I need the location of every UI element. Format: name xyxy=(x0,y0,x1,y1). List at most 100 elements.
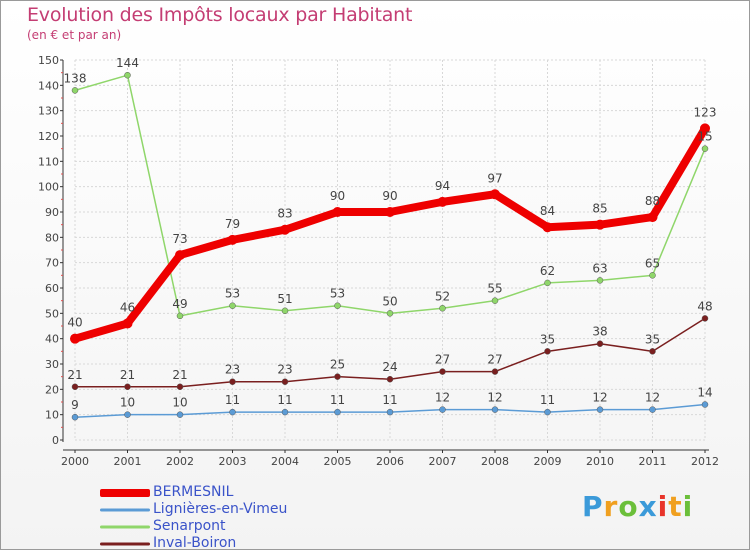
data-point xyxy=(701,315,709,322)
chart-title: Evolution des Impôts locaux par Habitant xyxy=(27,4,413,26)
data-point xyxy=(649,348,656,355)
x-tick-label: 2003 xyxy=(219,455,247,468)
data-point xyxy=(439,406,446,413)
data-label: 10 xyxy=(172,396,187,410)
data-label: 23 xyxy=(225,363,240,377)
data-point xyxy=(385,207,395,217)
data-point xyxy=(596,406,604,413)
y-tick-label: 20 xyxy=(45,383,59,396)
data-point xyxy=(386,310,394,317)
data-label: 10 xyxy=(120,396,135,410)
data-label: 11 xyxy=(330,393,345,407)
x-tick-label: 2008 xyxy=(481,455,509,468)
y-tick-label: 40 xyxy=(45,333,59,346)
data-label: 15 xyxy=(697,130,712,144)
data-point xyxy=(229,408,236,416)
data-point xyxy=(281,408,289,416)
data-label: 123 xyxy=(694,105,717,119)
data-label: 11 xyxy=(277,393,292,407)
data-point xyxy=(595,219,605,230)
data-label: 97 xyxy=(487,171,502,185)
data-point xyxy=(229,302,236,309)
data-label: 49 xyxy=(172,297,187,311)
data-label: 11 xyxy=(225,393,240,407)
x-tick-label: 2007 xyxy=(429,455,457,468)
data-label: 12 xyxy=(645,391,660,405)
data-point xyxy=(122,318,133,329)
legend-label-senarpont: Senarpont xyxy=(153,518,226,534)
logo-letter: i xyxy=(682,490,694,523)
data-label: 88 xyxy=(645,194,660,208)
chart-subtitle: (en € et par an) xyxy=(27,28,122,42)
logo-letter: t xyxy=(668,490,683,523)
data-point xyxy=(176,312,184,320)
data-label: 12 xyxy=(435,391,450,405)
data-point xyxy=(227,234,238,245)
data-label: 55 xyxy=(487,282,502,296)
data-point xyxy=(386,375,394,383)
x-tick-label: 2000 xyxy=(61,455,89,468)
data-label: 51 xyxy=(277,292,292,306)
data-point xyxy=(544,279,551,287)
data-label: 11 xyxy=(540,393,555,407)
y-tick-label: 0 xyxy=(52,434,59,447)
data-point xyxy=(124,383,131,391)
data-label: 35 xyxy=(540,332,555,346)
x-tick-label: 2001 xyxy=(114,455,142,468)
data-point xyxy=(701,401,709,408)
data-label: 46 xyxy=(120,300,135,314)
data-label: 94 xyxy=(435,179,450,193)
logo-letter: o xyxy=(618,490,639,523)
y-tick-label: 120 xyxy=(38,130,59,143)
data-label: 73 xyxy=(172,232,187,246)
data-label: 65 xyxy=(645,256,660,270)
x-tick-label: 2009 xyxy=(534,455,562,468)
data-label: 35 xyxy=(645,332,660,346)
data-point xyxy=(701,145,709,152)
x-tick-label: 2005 xyxy=(324,455,352,468)
legend-label-lignieres-en-vimeu: Lignières-en-Vimeu xyxy=(153,501,288,517)
data-point xyxy=(280,224,290,235)
data-label: 63 xyxy=(592,261,607,275)
x-tick-label: 2011 xyxy=(639,455,667,468)
logo-letter: P xyxy=(582,490,604,523)
data-point xyxy=(490,189,500,200)
data-label: 23 xyxy=(277,363,292,377)
logo-letter: i xyxy=(657,490,669,523)
data-label: 90 xyxy=(330,189,345,203)
data-point xyxy=(491,297,499,304)
data-point xyxy=(491,368,499,375)
data-label: 12 xyxy=(592,391,607,405)
y-tick-label: 90 xyxy=(45,206,59,219)
y-tick-label: 80 xyxy=(45,231,59,244)
y-tick-label: 60 xyxy=(45,282,59,295)
data-label: 9 xyxy=(71,398,79,412)
data-label: 25 xyxy=(330,358,345,372)
data-label: 21 xyxy=(67,368,82,382)
data-point xyxy=(491,406,499,413)
data-label: 53 xyxy=(225,287,240,301)
y-tick-label: 100 xyxy=(38,181,59,194)
data-label: 14 xyxy=(697,386,712,400)
data-label: 27 xyxy=(487,353,502,367)
data-label: 38 xyxy=(592,325,607,339)
y-tick-label: 70 xyxy=(45,257,59,270)
x-tick-label: 2002 xyxy=(166,455,194,468)
data-label: 48 xyxy=(697,299,712,313)
data-label: 21 xyxy=(120,368,135,382)
data-point xyxy=(176,383,184,391)
data-point xyxy=(281,307,289,315)
logo-letter: x xyxy=(638,490,658,523)
data-label: 12 xyxy=(487,391,502,405)
proxiti-logo: Proxiti xyxy=(582,490,693,523)
data-point xyxy=(649,272,656,279)
data-point xyxy=(386,408,394,416)
data-label: 40 xyxy=(67,316,82,330)
data-label: 144 xyxy=(116,56,139,70)
data-label: 90 xyxy=(382,189,397,203)
data-point xyxy=(70,333,80,344)
data-point xyxy=(281,378,289,385)
data-point xyxy=(439,305,446,312)
data-label: 11 xyxy=(382,393,397,407)
